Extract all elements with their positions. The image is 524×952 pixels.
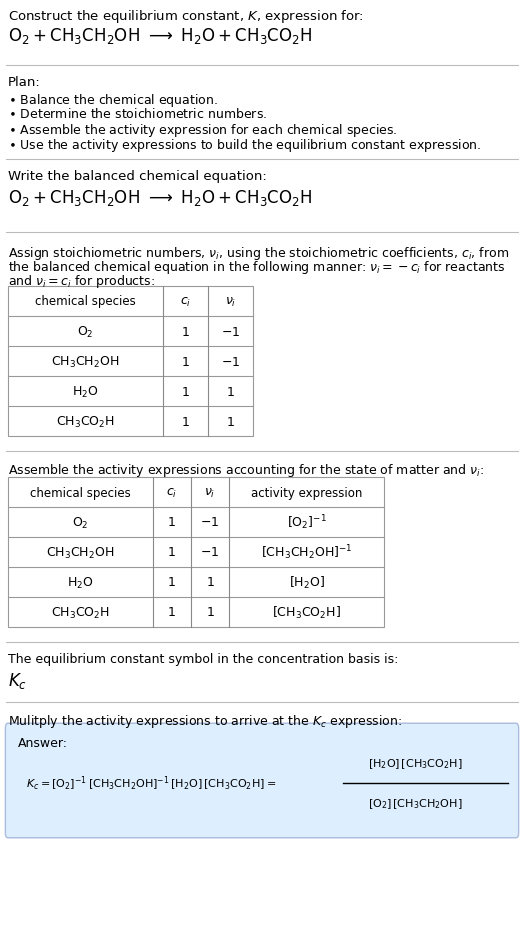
- Text: $[\mathrm{CH_3CH_2OH}]^{-1}$: $[\mathrm{CH_3CH_2OH}]^{-1}$: [261, 543, 352, 562]
- Text: $1$: $1$: [226, 415, 235, 428]
- Text: $\mathrm{CH_3CO_2H}$: $\mathrm{CH_3CO_2H}$: [56, 414, 115, 429]
- FancyBboxPatch shape: [5, 724, 519, 838]
- Text: 1: 1: [181, 386, 190, 398]
- Text: Assign stoichiometric numbers, $\nu_i$, using the stoichiometric coefficients, $: Assign stoichiometric numbers, $\nu_i$, …: [8, 245, 509, 262]
- Text: Plan:: Plan:: [8, 76, 41, 89]
- Text: Mulitply the activity expressions to arrive at the $K_c$ expression:: Mulitply the activity expressions to arr…: [8, 712, 402, 729]
- Text: 1: 1: [181, 355, 190, 368]
- Text: $K_c$: $K_c$: [8, 670, 27, 690]
- Text: $c_i$: $c_i$: [180, 295, 191, 308]
- Text: $\mathrm{CH_3CH_2OH}$: $\mathrm{CH_3CH_2OH}$: [46, 545, 115, 560]
- Text: $[\mathrm{O_2}]^{-1}$: $[\mathrm{O_2}]^{-1}$: [287, 513, 326, 532]
- Text: $\bullet$ Determine the stoichiometric numbers.: $\bullet$ Determine the stoichiometric n…: [8, 107, 267, 121]
- Text: $[\mathrm{H_2O}]$: $[\mathrm{H_2O}]$: [289, 574, 324, 590]
- Text: $\mathrm{H_2O}$: $\mathrm{H_2O}$: [67, 575, 94, 590]
- Text: $\mathrm{O_2}$: $\mathrm{O_2}$: [72, 515, 89, 530]
- Text: $[\mathrm{H_2O}]\,[\mathrm{CH_3CO_2H}]$: $[\mathrm{H_2O}]\,[\mathrm{CH_3CO_2H}]$: [368, 757, 462, 770]
- Text: $1$: $1$: [226, 386, 235, 398]
- Text: 1: 1: [168, 576, 176, 589]
- Text: $\mathrm{O_2 + CH_3CH_2OH\ \longrightarrow\ H_2O + CH_3CO_2H}$: $\mathrm{O_2 + CH_3CH_2OH\ \longrightarr…: [8, 188, 312, 208]
- Text: 1: 1: [181, 415, 190, 428]
- Text: $-1$: $-1$: [221, 326, 240, 338]
- Text: and $\nu_i = c_i$ for products:: and $\nu_i = c_i$ for products:: [8, 272, 155, 289]
- Text: 1: 1: [181, 326, 190, 338]
- Text: activity expression: activity expression: [251, 486, 362, 499]
- Text: $-1$: $-1$: [200, 545, 220, 559]
- Text: $\bullet$ Assemble the activity expression for each chemical species.: $\bullet$ Assemble the activity expressi…: [8, 122, 397, 139]
- Text: 1: 1: [168, 605, 176, 619]
- Text: the balanced chemical equation in the following manner: $\nu_i = -c_i$ for react: the balanced chemical equation in the fo…: [8, 259, 506, 276]
- Text: chemical species: chemical species: [30, 486, 131, 499]
- Text: $1$: $1$: [205, 576, 214, 589]
- Text: $\nu_i$: $\nu_i$: [225, 295, 236, 308]
- Text: $K_c = [\mathrm{O_2}]^{-1}\,[\mathrm{CH_3CH_2OH}]^{-1}\,[\mathrm{H_2O}]\,[\mathr: $K_c = [\mathrm{O_2}]^{-1}\,[\mathrm{CH_…: [26, 774, 276, 792]
- Bar: [8, 287, 253, 437]
- Text: Answer:: Answer:: [18, 736, 68, 749]
- Text: $\mathrm{CH_3CO_2H}$: $\mathrm{CH_3CO_2H}$: [51, 605, 110, 620]
- Text: Construct the equilibrium constant, $K$, expression for:: Construct the equilibrium constant, $K$,…: [8, 8, 364, 25]
- Text: $\nu_i$: $\nu_i$: [204, 486, 216, 499]
- Text: $-1$: $-1$: [200, 516, 220, 529]
- Text: $\bullet$ Use the activity expressions to build the equilibrium constant express: $\bullet$ Use the activity expressions t…: [8, 137, 481, 154]
- Text: $c_i$: $c_i$: [166, 486, 178, 499]
- Text: The equilibrium constant symbol in the concentration basis is:: The equilibrium constant symbol in the c…: [8, 652, 398, 665]
- Text: $1$: $1$: [205, 605, 214, 619]
- Text: $\mathrm{H_2O}$: $\mathrm{H_2O}$: [72, 384, 99, 399]
- Text: $-1$: $-1$: [221, 355, 240, 368]
- Text: $\mathrm{O_2}$: $\mathrm{O_2}$: [77, 324, 94, 339]
- Text: 1: 1: [168, 545, 176, 559]
- Text: $\bullet$ Balance the chemical equation.: $\bullet$ Balance the chemical equation.: [8, 92, 218, 109]
- Text: Write the balanced chemical equation:: Write the balanced chemical equation:: [8, 169, 267, 183]
- Text: 1: 1: [168, 516, 176, 529]
- Text: Assemble the activity expressions accounting for the state of matter and $\nu_i$: Assemble the activity expressions accoun…: [8, 462, 484, 479]
- Text: $[\mathrm{O_2}]\,[\mathrm{CH_3CH_2OH}]$: $[\mathrm{O_2}]\,[\mathrm{CH_3CH_2OH}]$: [368, 796, 462, 810]
- Text: chemical species: chemical species: [35, 295, 136, 308]
- Bar: [8, 478, 384, 627]
- Text: $\mathrm{CH_3CH_2OH}$: $\mathrm{CH_3CH_2OH}$: [51, 354, 119, 369]
- Text: $[\mathrm{CH_3CO_2H}]$: $[\mathrm{CH_3CO_2H}]$: [272, 605, 341, 621]
- Text: $\mathrm{O_2 + CH_3CH_2OH\ \longrightarrow\ H_2O + CH_3CO_2H}$: $\mathrm{O_2 + CH_3CH_2OH\ \longrightarr…: [8, 26, 312, 46]
